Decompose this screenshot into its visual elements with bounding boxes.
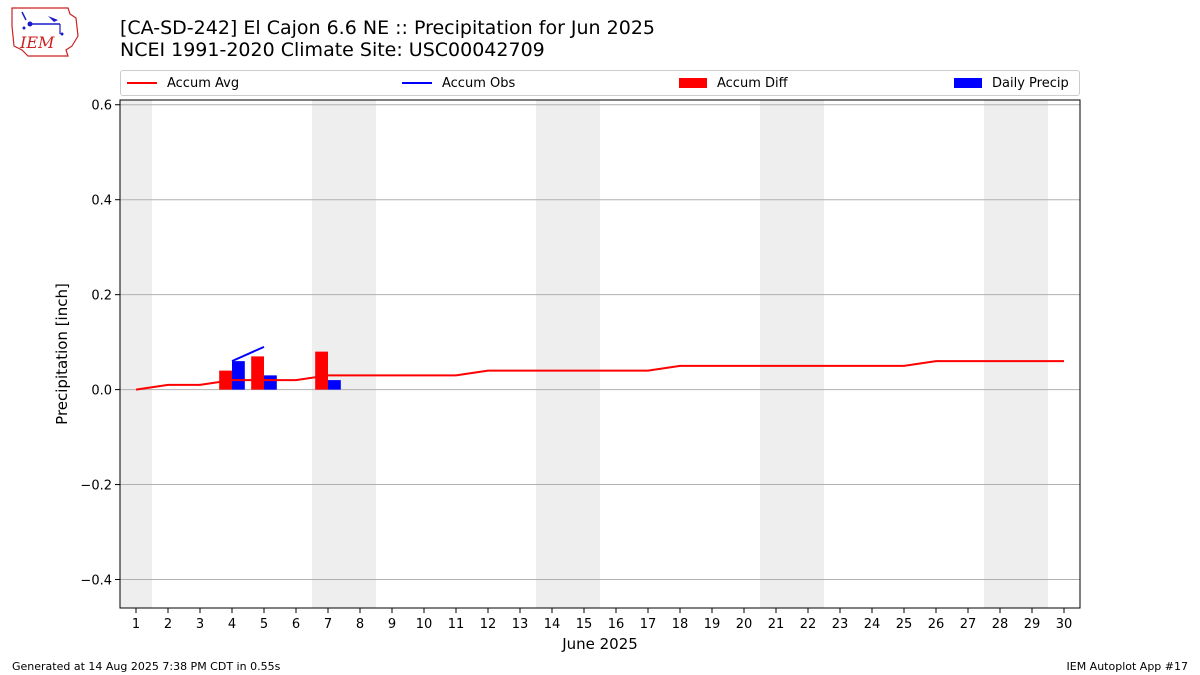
x-tick-label: 10 bbox=[416, 617, 433, 632]
line-accum-avg bbox=[135, 360, 1064, 391]
y-tick-label: 0.0 bbox=[91, 384, 112, 399]
x-tick-label: 27 bbox=[960, 617, 977, 632]
y-tick-label: 0.6 bbox=[91, 99, 112, 114]
x-tick-label: 12 bbox=[480, 617, 497, 632]
x-tick-label: 3 bbox=[196, 617, 204, 632]
x-tick-label: 11 bbox=[448, 617, 465, 632]
legend-label: Accum Obs bbox=[442, 75, 516, 91]
legend-item-accum-diff: Accum Diff bbox=[679, 71, 788, 95]
x-tick-label: 4 bbox=[228, 617, 236, 632]
x-tick-label: 14 bbox=[544, 617, 561, 632]
legend-swatch bbox=[954, 78, 982, 88]
y-tick-label: 0.4 bbox=[91, 194, 112, 209]
x-tick-label: 29 bbox=[1024, 617, 1041, 632]
x-tick-label: 25 bbox=[896, 617, 913, 632]
weekend-shade bbox=[760, 100, 824, 608]
x-tick-label: 26 bbox=[928, 617, 945, 632]
bar-accum-diff bbox=[315, 351, 328, 390]
y-tick-label: −0.4 bbox=[80, 574, 112, 589]
legend-item-daily-precip: Daily Precip bbox=[954, 71, 1069, 95]
legend-item-accum-obs: Accum Obs bbox=[402, 71, 515, 95]
legend-label: Accum Avg bbox=[167, 75, 240, 91]
y-axis-label: Precipitation [inch] bbox=[53, 283, 71, 425]
svg-text:IEM: IEM bbox=[19, 33, 55, 52]
x-tick-label: 17 bbox=[640, 617, 657, 632]
chart-subtitle: NCEI 1991-2020 Climate Site: USC00042709 bbox=[120, 39, 545, 61]
x-tick-label: 2 bbox=[164, 617, 172, 632]
legend-swatch bbox=[402, 82, 432, 84]
bar-daily-precip bbox=[232, 361, 245, 390]
weekend-shade bbox=[536, 100, 600, 608]
legend-swatch bbox=[127, 82, 157, 84]
x-axis-label: June 2025 bbox=[561, 635, 638, 653]
x-tick-label: 23 bbox=[832, 617, 849, 632]
iem-logo: IEM bbox=[11, 7, 79, 57]
plot-frame bbox=[119, 99, 1081, 609]
y-tick-label: 0.2 bbox=[91, 289, 112, 304]
legend: Accum Avg Accum Obs Accum Diff Daily Pre… bbox=[120, 70, 1080, 96]
x-tick-label: 28 bbox=[992, 617, 1009, 632]
x-tick-label: 6 bbox=[292, 617, 300, 632]
bar-daily-precip bbox=[264, 375, 277, 390]
x-tick-label: 18 bbox=[672, 617, 689, 632]
line-accum-obs bbox=[231, 345, 265, 363]
legend-label: Daily Precip bbox=[992, 75, 1069, 91]
x-tick-label: 21 bbox=[768, 617, 785, 632]
generated-timestamp: Generated at 14 Aug 2025 7:38 PM CDT in … bbox=[12, 660, 281, 673]
weekend-shade bbox=[984, 100, 1048, 608]
x-tick-label: 15 bbox=[576, 617, 593, 632]
chart-title: [CA-SD-242] El Cajon 6.6 NE :: Precipita… bbox=[120, 17, 655, 39]
x-tick-label: 5 bbox=[260, 617, 268, 632]
weekend-shade bbox=[120, 100, 152, 608]
x-tick-label: 20 bbox=[736, 617, 753, 632]
x-tick-label: 19 bbox=[704, 617, 721, 632]
y-tick-label: −0.2 bbox=[80, 479, 112, 494]
app-credit: IEM Autoplot App #17 bbox=[1066, 660, 1189, 673]
legend-item-accum-avg: Accum Avg bbox=[127, 71, 239, 95]
bar-daily-precip bbox=[328, 380, 341, 390]
x-tick-label: 1 bbox=[132, 617, 140, 632]
bar-accum-diff bbox=[251, 356, 264, 390]
x-tick-label: 24 bbox=[864, 617, 881, 632]
legend-label: Accum Diff bbox=[717, 75, 788, 91]
x-tick-label: 8 bbox=[356, 617, 364, 632]
x-tick-label: 22 bbox=[800, 617, 817, 632]
x-tick-label: 7 bbox=[324, 617, 332, 632]
x-tick-label: 13 bbox=[512, 617, 529, 632]
legend-swatch bbox=[679, 78, 707, 88]
x-tick-label: 16 bbox=[608, 617, 625, 632]
x-tick-label: 30 bbox=[1056, 617, 1073, 632]
x-tick-label: 9 bbox=[388, 617, 396, 632]
